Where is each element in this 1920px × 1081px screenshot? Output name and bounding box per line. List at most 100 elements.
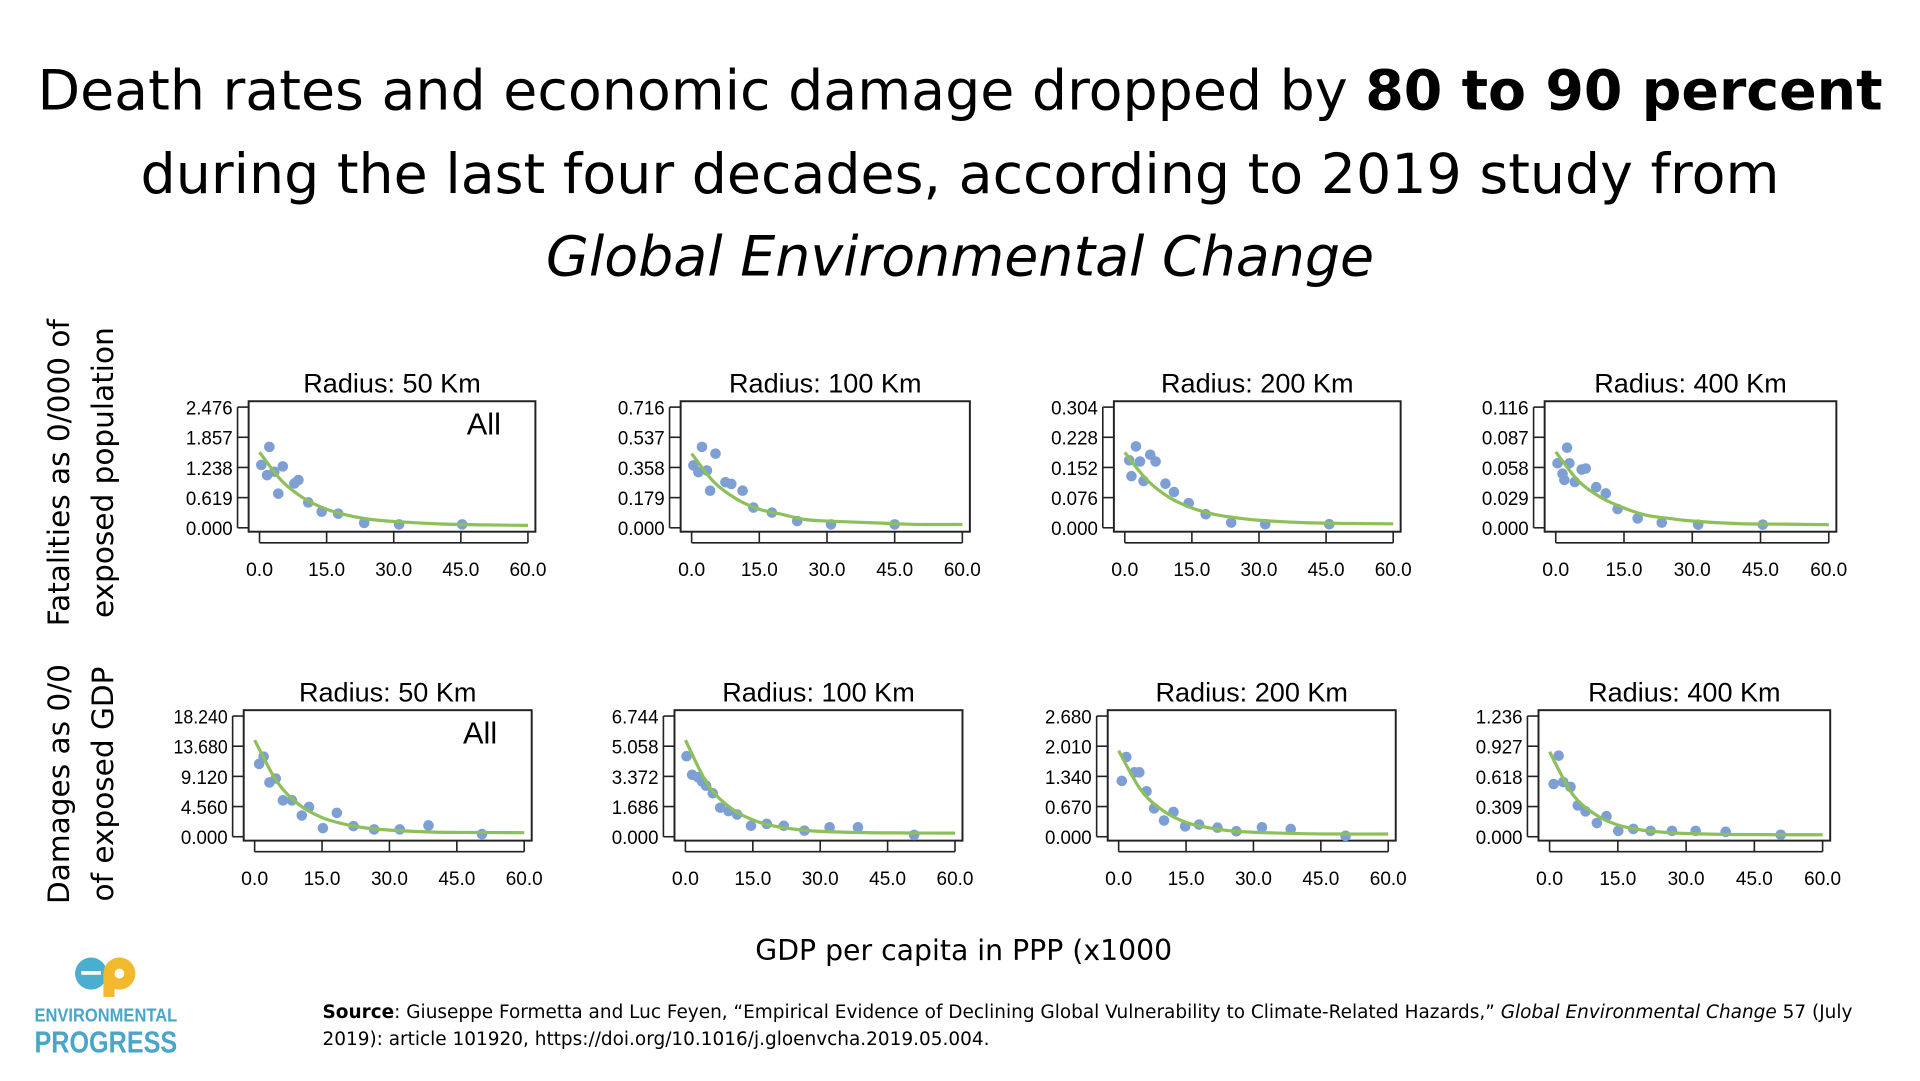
x-tick-label: 15.0 [741,559,778,581]
x-tick-label: 60.0 [1810,559,1847,581]
y-tick-label: 2.476 [186,397,233,419]
logo-text-line2: PROGRESS [34,1024,177,1058]
data-point [277,461,289,472]
data-point [1632,513,1643,524]
x-tick-label: 0.0 [1111,559,1138,581]
chart-annotation: All [463,715,497,750]
x-tick-label: 30.0 [371,868,408,890]
fit-curve [1123,451,1394,526]
data-point [1561,442,1573,453]
plot-frame [1543,400,1838,533]
y-tick-label: 4.560 [181,797,228,819]
data-point [1591,817,1603,829]
y-tick-label: 5.058 [612,737,659,759]
data-point [1553,750,1564,761]
data-point [1134,456,1146,467]
x-tick-label: 45.0 [869,868,906,890]
data-point [1580,463,1592,474]
chart-title: Radius: 100 Km [722,677,915,708]
plot-frame [673,709,964,842]
x-tick-label: 45.0 [442,559,479,581]
y-tick-label: 0.000 [612,827,659,849]
x-tick-label: 45.0 [1742,559,1779,581]
plot-frame [242,709,533,842]
x-tick-label: 15.0 [1599,868,1636,890]
source-journal: Global Environmental Change [1500,1000,1777,1023]
x-tick-label: 30.0 [1668,868,1705,890]
x-tick-label: 30.0 [1674,559,1711,581]
chart-title: Radius: 50 Km [303,368,481,399]
source-text-end: 57 (July 2019): article 101920, https://… [322,1000,1853,1050]
y-tick-label: 0.116 [1482,397,1529,419]
chart-title: Radius: 100 Km [729,368,922,399]
data-point [1656,517,1668,528]
x-tick-label: 45.0 [1302,868,1339,890]
data-point [693,466,704,478]
fit-curve [683,739,956,835]
y-tick-label: 18.240 [174,706,228,728]
data-point [1600,488,1612,499]
fit-curve [1554,450,1829,527]
data-point [1116,775,1128,787]
data-point [256,459,267,471]
headline-line-1: Death rates and economic damage dropped … [0,57,1920,126]
data-point [1256,821,1268,833]
headline-journal: Global Environmental Change [545,224,1375,290]
chart-title: Radius: 200 Km [1155,677,1348,708]
y-tick-label: 0.000 [1482,518,1529,540]
data-point [1225,517,1237,528]
y-tick-label: 0.716 [618,397,665,419]
source-label: Source [322,1000,395,1023]
x-tick-label: 60.0 [937,868,974,890]
y-tick-label: 0.076 [1051,488,1098,510]
headline-emphasis: 80 to 90 percent [1365,57,1883,124]
plot-frame [1537,709,1832,842]
data-point [293,474,304,486]
y-tick-label: 1.857 [186,428,233,450]
y-tick-label: 0.029 [1482,488,1529,510]
x-tick-label: 0.0 [241,868,268,890]
fit-curve [253,739,525,835]
fit-curve [1548,751,1823,837]
data-point [710,448,721,459]
x-tick-label: 15.0 [1606,559,1643,581]
data-point [423,820,434,831]
x-tick-label: 60.0 [506,868,543,890]
data-point [737,485,748,497]
data-point [745,820,757,832]
x-tick-label: 60.0 [1804,868,1841,890]
x-tick-label: 15.0 [1173,559,1210,581]
x-tick-label: 45.0 [1736,868,1773,890]
plot-frame [679,400,971,533]
data-point [696,441,708,453]
x-tick-label: 0.0 [672,868,699,890]
y-tick-label: 9.120 [181,767,228,789]
chart-title: Radius: 400 Km [1594,368,1787,399]
data-point [1613,825,1624,837]
y-tick-label: 0.304 [1051,397,1098,419]
x-tick-label: 0.0 [1542,559,1569,581]
source-citation: Source: Giuseppe Formetta and Luc Feyen,… [322,998,1910,1052]
data-point [714,802,726,814]
x-tick-label: 45.0 [438,868,475,890]
x-tick-label: 60.0 [944,559,981,581]
x-tick-label: 15.0 [308,559,345,581]
y-tick-label: 0.927 [1476,737,1523,759]
data-point [1160,478,1171,490]
x-tick-label: 30.0 [1235,868,1272,890]
data-point [1130,441,1142,452]
chart-title: Radius: 50 Km [299,677,477,708]
x-tick-label: 15.0 [734,868,771,890]
headline-text: Death rates and economic damage dropped … [37,57,1366,124]
x-tick-label: 30.0 [1241,559,1278,581]
y-tick-label: 0.000 [186,518,233,540]
data-point [1158,815,1170,826]
y-tick-label: 0.228 [1051,428,1098,450]
data-point [1590,481,1602,493]
data-point [296,810,308,821]
y-tick-label: 0.000 [181,827,228,849]
y-tick-label: 0.179 [618,488,665,510]
x-tick-label: 0.0 [678,559,705,581]
source-text: : Giuseppe Formetta and Luc Feyen, “Empi… [394,1000,1501,1023]
y-tick-label: 0.087 [1482,428,1529,450]
